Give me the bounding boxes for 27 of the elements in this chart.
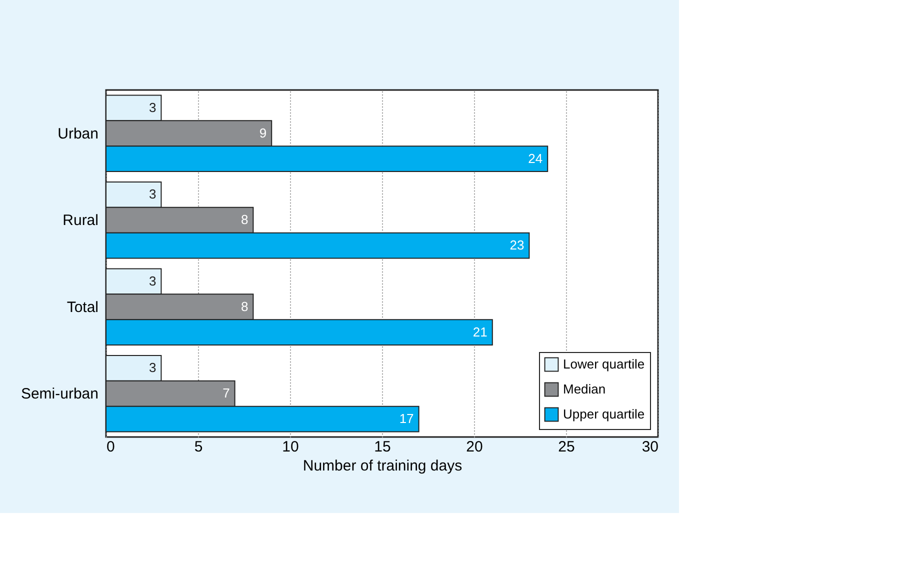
data-label: 3 [148, 186, 156, 202]
data-label: 3 [148, 273, 156, 288]
x-tick-label: 5 [194, 438, 203, 456]
data-label: 9 [259, 125, 267, 140]
data-label: 8 [240, 212, 248, 228]
data-label: 8 [240, 298, 248, 314]
data-label: 24 [528, 150, 543, 166]
data-label: 7 [222, 386, 230, 401]
data-label: 17 [399, 411, 414, 426]
legend-label: Lower quartile [563, 356, 645, 372]
y-tick-label: Rural [62, 212, 98, 230]
data-label: 3 [148, 100, 156, 115]
data-label: 23 [510, 238, 524, 253]
y-tick-label: Total [66, 298, 98, 316]
x-tick-label: 15 [374, 438, 391, 456]
x-axis-title: Number of training days [302, 458, 462, 474]
x-tick-label: 0 [106, 438, 115, 456]
x-tick-label: 10 [282, 438, 299, 456]
legend-label: Upper quartile [563, 406, 645, 422]
x-tick-label: 20 [466, 438, 483, 456]
data-label: 3 [148, 360, 156, 376]
legend-label: Median [563, 382, 606, 396]
x-tick-label: 30 [642, 438, 658, 456]
y-tick-label: Urban [58, 125, 98, 142]
y-tick-label: Semi-urban [20, 386, 98, 403]
x-tick-label: 25 [558, 438, 575, 456]
data-label: 21 [472, 324, 488, 340]
